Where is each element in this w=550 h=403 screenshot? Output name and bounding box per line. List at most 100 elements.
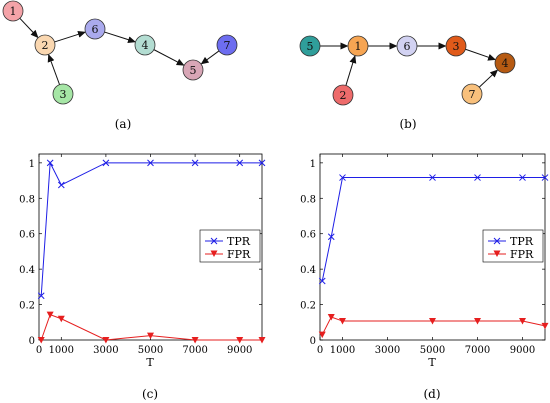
graph-edge-1-2: [19, 17, 39, 39]
chart-c-xtick-label: 0: [36, 345, 42, 356]
chart-c-legend-fpr-marker: [210, 250, 218, 257]
chart-d-ytick-label: 0.6: [300, 230, 316, 241]
chart-d-tpr-line: [321, 177, 545, 282]
graph-a: 1 2 3 6 4 5 7 (a): [2, 0, 238, 131]
chart-c-fpr-point: [258, 337, 266, 344]
graph-edge-3-2: [47, 53, 61, 85]
chart-c-fpr-point: [37, 337, 45, 344]
graph-node-4: 4: [134, 34, 156, 56]
chart-d-ytick-label: 0.4: [300, 265, 316, 276]
chart-c-fpr-line: [40, 314, 262, 341]
chart-c-xtick-label: 3000: [93, 345, 118, 356]
graph-edge-3-4: [465, 48, 497, 61]
graph-node-label: 7: [469, 88, 476, 101]
chart-c-fpr-point: [102, 337, 110, 344]
graph-node-7: 7: [216, 34, 238, 56]
chart-d-xlabel: T: [428, 356, 436, 369]
graph-edge-6-4: [104, 31, 136, 43]
chart-d-tpr-point: [318, 277, 326, 285]
chart-c-tpr-point: [147, 159, 154, 167]
chart-d-legend-fpr-label: FPR: [510, 248, 534, 261]
chart-c-legend-box: [199, 229, 261, 263]
graph-node-label: 6: [404, 40, 411, 53]
chart-c-caption: (c): [142, 387, 158, 401]
chart-d-tpr-point: [327, 233, 335, 241]
graph-node-circle: [299, 35, 321, 57]
graph-node-label: 2: [340, 89, 347, 102]
graph-edge-4-5: [153, 49, 185, 66]
chart-d-legend-tpr-marker: [493, 237, 501, 245]
chart-c-tpr-line: [40, 161, 262, 296]
chart-c-tpr-point: [258, 159, 266, 167]
chart-c-xlabel: T: [146, 356, 154, 369]
chart-d-xtick-label: 5000: [420, 345, 445, 356]
chart-d-fpr-point: [429, 318, 436, 325]
chart-d-fpr-point: [519, 318, 526, 325]
graph-node-5: 5: [299, 35, 321, 57]
graph-a-caption: (a): [115, 117, 132, 131]
chart-d-ytick-label: 0.8: [300, 194, 316, 205]
chart-d-fpr-point: [327, 313, 335, 321]
chart-c-ytick-label: 0.4: [19, 265, 35, 276]
graph-node-label: 4: [502, 57, 509, 70]
graph-node-circle: [494, 52, 516, 74]
graph-b-edges: [320, 42, 499, 88]
graph-node-5: 5: [182, 59, 204, 81]
graph-node-label: 4: [142, 39, 149, 52]
chart-c-tpr-point: [57, 181, 65, 189]
chart-d-fpr-point: [339, 318, 346, 325]
chart-d-ytick-label: 0.2: [300, 301, 316, 312]
chart-c-tpr-point: [46, 159, 54, 167]
graph-node-circle: [332, 84, 354, 106]
chart-d-legend-box: [482, 229, 544, 263]
chart-c-legend-tpr-label: TPR: [227, 235, 251, 248]
chart-d-caption: (d): [423, 387, 440, 401]
graph-node-1: 1: [347, 35, 369, 57]
chart-c-ytick-label: 0: [29, 336, 35, 347]
graph-b-caption: (b): [399, 117, 416, 131]
graph-node-circle: [445, 35, 467, 57]
chart-d-fpr-point: [474, 318, 481, 325]
graph-node-circle: [34, 34, 56, 56]
graph-node-3: 3: [52, 83, 74, 105]
chart-c-ytick-label: 0.2: [19, 301, 35, 312]
graph-node-circle: [84, 18, 106, 40]
chart-c-series: [37, 159, 266, 344]
chart-d-ticks: 0 1000 3000 5000 7000 9000 0 0.2 0.4 0.6 0.8 1: [300, 154, 545, 356]
chart-c-tpr-point: [102, 159, 110, 167]
graph-node-label: 6: [92, 23, 99, 36]
graph-node-circle: [2, 0, 24, 22]
chart-c-xtick-label: 1000: [49, 345, 74, 356]
chart-d: 0 1000 3000 5000 7000 9000 0 0.2 0.4 0.6 0.8 1 T TP…: [300, 153, 549, 401]
graph-node-2: 2: [34, 34, 56, 56]
graph-node-4: 4: [494, 52, 516, 74]
graph-node-6: 6: [396, 35, 418, 57]
chart-c-ytick-label: 0.8: [19, 194, 35, 205]
graph-node-label: 5: [307, 40, 314, 53]
chart-d-ytick-label: 1: [310, 159, 316, 170]
chart-d-legend: TPR FPR: [482, 229, 544, 263]
chart-c-xtick-label: 7000: [182, 345, 207, 356]
chart-c-ticks: 0 1000 3000 5000 7000 9000 0 0.2 0.4 0.6 0.8 1: [19, 154, 262, 356]
graph-node-circle: [347, 35, 369, 57]
graph-node-label: 3: [453, 40, 460, 53]
graph-node-circle: [216, 34, 238, 56]
graph-edge-2-1: [345, 55, 357, 86]
chart-d-tpr-point: [339, 174, 346, 181]
chart-d-legend-tpr-label: TPR: [510, 235, 534, 248]
graph-node-1: 1: [2, 0, 24, 22]
graph-node-label: 3: [60, 88, 67, 101]
chart-d-xtick-label: 7000: [465, 345, 490, 356]
graph-node-7: 7: [461, 83, 483, 105]
chart-d-tpr-point: [474, 174, 481, 181]
chart-c-fpr-point: [57, 315, 65, 323]
graph-a-nodes: 1 2 3 6 4 5 7: [2, 0, 238, 105]
chart-d-tpr-point: [541, 174, 549, 181]
chart-c-tpr-point: [191, 159, 199, 167]
graph-node-3: 3: [445, 35, 467, 57]
graph-node-label: 1: [10, 5, 17, 18]
chart-d-xtick-label: 9000: [510, 345, 535, 356]
chart-d-series: [318, 174, 549, 339]
chart-c-fpr-point: [46, 311, 54, 319]
graph-node-label: 1: [355, 40, 362, 53]
